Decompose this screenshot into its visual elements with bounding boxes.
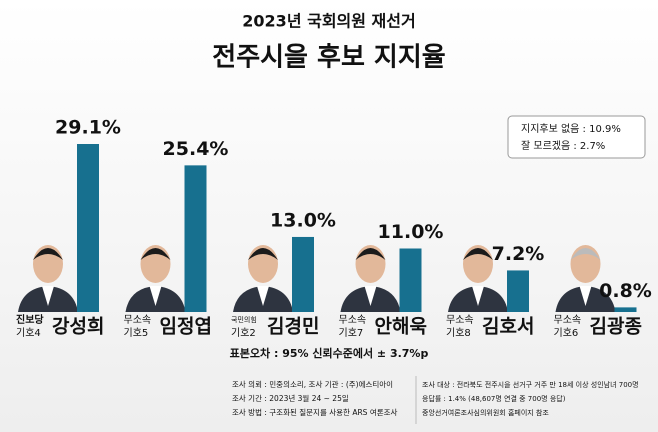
survey-info: 조사 대상 : 전라북도 전주시을 선거구 거주 만 18세 이상 성인남녀 7… bbox=[422, 380, 639, 389]
bar bbox=[399, 248, 422, 312]
value-label: 25.4% bbox=[163, 138, 229, 160]
chart-title: 2023년 국회의원 재선거 bbox=[242, 12, 415, 31]
survey-info: 조사 의뢰 : 민중의소리, 조사 기관 : (주)에스티아이 bbox=[232, 379, 393, 389]
ballot-number: 기호7 bbox=[339, 327, 364, 339]
chart-subtitle: 전주시을 후보 지지율 bbox=[212, 43, 445, 73]
ballot-number: 기호8 bbox=[446, 327, 471, 339]
candidate-name: 김호서 bbox=[482, 316, 534, 338]
margin-of-error: 표본오차 : 95% 신뢰수준에서 ± 3.7%p bbox=[230, 346, 429, 360]
candidate-photo bbox=[472, 286, 484, 306]
survey-info: 조사 기간 : 2023년 3월 24 ~ 25일 bbox=[232, 393, 349, 403]
candidate-name: 강성희 bbox=[52, 316, 104, 338]
candidate-photo bbox=[463, 248, 493, 260]
candidate-photo bbox=[257, 286, 269, 306]
ballot-number: 기호4 bbox=[16, 327, 41, 339]
party-label: 진보당 bbox=[16, 313, 44, 326]
value-label: 11.0% bbox=[378, 221, 444, 243]
candidate-photo bbox=[42, 286, 54, 306]
survey-info: 응답률 : 1.4% (48,607명 연결 중 700명 응답) bbox=[422, 394, 566, 403]
party-label: 무소속 bbox=[124, 314, 152, 326]
value-label: 13.0% bbox=[270, 209, 336, 231]
candidate-photo bbox=[364, 286, 377, 306]
bar bbox=[614, 307, 637, 312]
survey-info: 중앙선거여론조사심의위원회 홈페이지 참조 bbox=[422, 408, 549, 417]
ballot-number: 기호6 bbox=[554, 327, 579, 339]
value-label: 7.2% bbox=[492, 243, 545, 265]
party-label: 무소속 bbox=[554, 314, 582, 326]
ballot-number: 기호2 bbox=[231, 327, 256, 339]
bar bbox=[77, 144, 99, 312]
party-label: 국민의힘 bbox=[231, 315, 257, 324]
party-label: 무소속 bbox=[446, 314, 474, 326]
note: 잘 모르겠음 : 2.7% bbox=[521, 140, 605, 152]
candidate-photo bbox=[570, 248, 601, 260]
candidate-photo bbox=[140, 248, 171, 260]
candidate-name: 안해욱 bbox=[375, 316, 427, 338]
party-label: 무소속 bbox=[339, 314, 367, 326]
candidate-photo bbox=[579, 286, 592, 306]
candidate-photo bbox=[149, 286, 162, 306]
candidate-photo bbox=[33, 248, 63, 260]
bar bbox=[184, 165, 207, 312]
ballot-number: 기호5 bbox=[124, 327, 149, 339]
candidate-name: 임정엽 bbox=[160, 316, 212, 338]
candidate-name: 김광종 bbox=[590, 316, 642, 338]
candidate-photo bbox=[248, 248, 278, 260]
candidate-photo bbox=[355, 248, 386, 260]
bar bbox=[292, 236, 314, 312]
note: 지지후보 없음 : 10.9% bbox=[521, 122, 621, 135]
value-label: 0.8% bbox=[599, 280, 652, 302]
value-label: 29.1% bbox=[55, 117, 121, 139]
bar bbox=[507, 270, 529, 312]
candidate-name: 김경민 bbox=[267, 316, 319, 338]
note-box bbox=[507, 115, 646, 159]
survey-info: 조사 방법 : 구조화된 질문지를 사용한 ARS 여론조사 bbox=[232, 407, 398, 417]
